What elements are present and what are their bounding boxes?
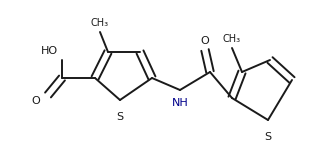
Text: S: S [117, 112, 123, 122]
Text: NH: NH [172, 98, 188, 108]
Text: O: O [201, 36, 209, 46]
Text: CH₃: CH₃ [91, 18, 109, 28]
Text: CH₃: CH₃ [223, 34, 241, 44]
Text: S: S [264, 132, 272, 142]
Text: HO: HO [41, 46, 58, 56]
Text: O: O [31, 96, 40, 106]
